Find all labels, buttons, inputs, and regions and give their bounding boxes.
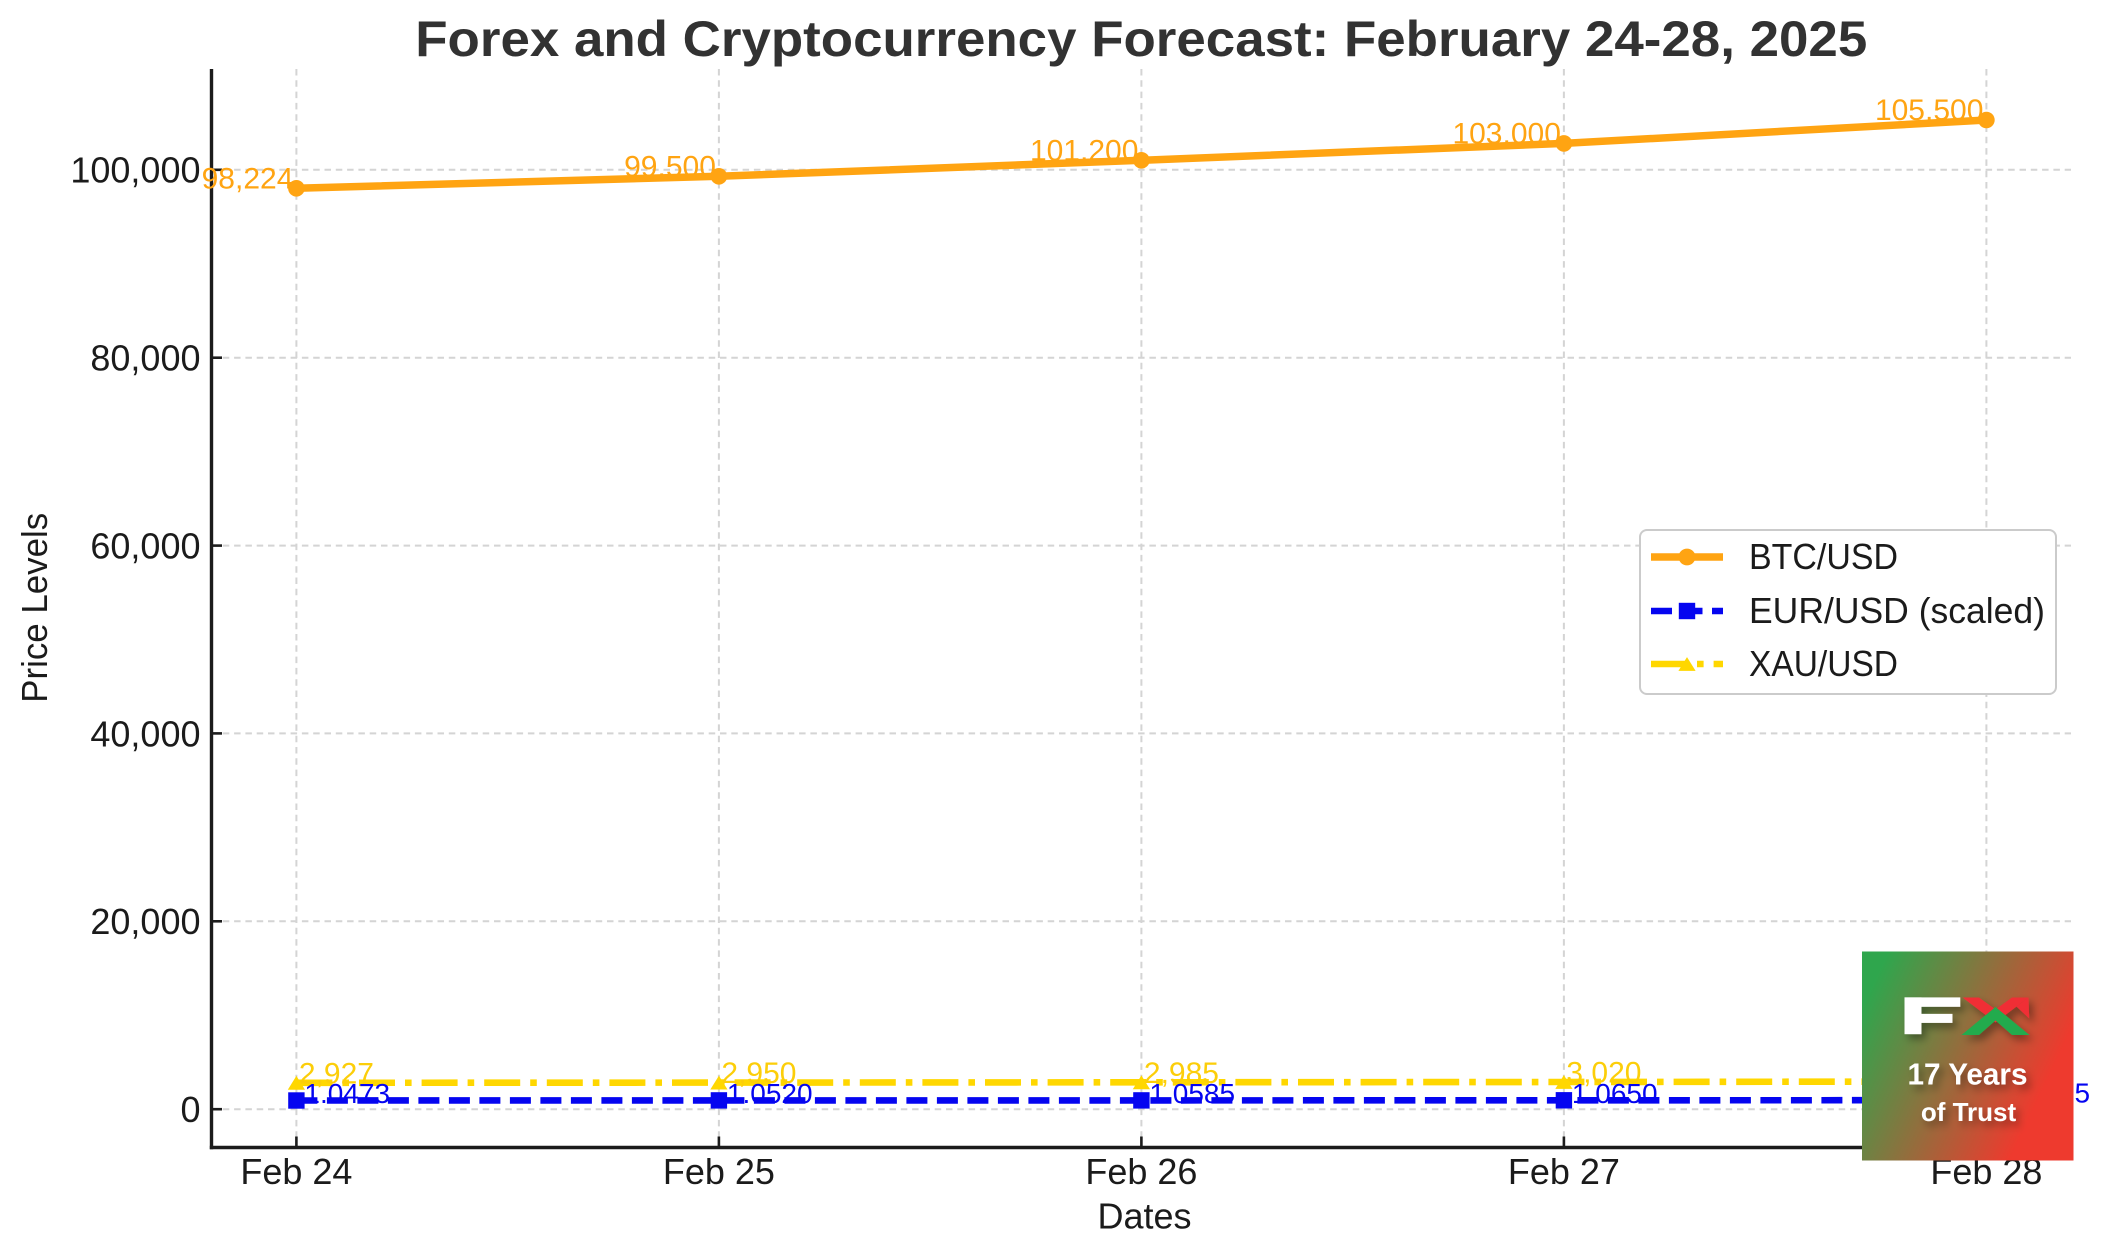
svg-text:20,000: 20,000 [90,901,200,942]
svg-text:80,000: 80,000 [90,338,200,379]
svg-text:60,000: 60,000 [90,526,200,567]
svg-text:100,000: 100,000 [70,150,200,191]
svg-text:of Trust: of Trust [1921,1097,2017,1127]
svg-text:0: 0 [180,1089,200,1130]
svg-text:1.0650: 1.0650 [1572,1078,1658,1109]
svg-text:1.0585: 1.0585 [1149,1078,1235,1109]
svg-text:Price Levels: Price Levels [14,513,55,703]
svg-text:Dates: Dates [1097,1195,1191,1236]
svg-text:Feb 24: Feb 24 [240,1151,352,1192]
svg-text:98,224: 98,224 [202,162,294,195]
svg-text:2,950: 2,950 [721,1057,796,1090]
svg-text:XAU/USD: XAU/USD [1749,643,1898,684]
svg-text:40,000: 40,000 [90,713,200,754]
svg-text:99,500: 99,500 [624,150,716,183]
svg-text:Feb 27: Feb 27 [1508,1151,1620,1192]
svg-text:Forex and Cryptocurrency Forec: Forex and Cryptocurrency Forecast: Febru… [415,11,1867,67]
svg-text:2,927: 2,927 [299,1057,374,1090]
svg-text:BTC/USD: BTC/USD [1749,536,1898,577]
svg-text:EUR/USD (scaled): EUR/USD (scaled) [1749,590,2045,631]
svg-text:17 Years: 17 Years [1908,1057,2028,1092]
svg-text:1.0473: 1.0473 [304,1078,390,1109]
svg-text:1.0520: 1.0520 [727,1078,813,1109]
svg-text:Feb 25: Feb 25 [663,1151,775,1192]
svg-text:105,500: 105,500 [1875,94,1983,127]
svg-text:3,020: 3,020 [1566,1057,1641,1090]
svg-text:2,985: 2,985 [1144,1057,1219,1090]
svg-text:103,000: 103,000 [1452,117,1560,150]
svg-text:101,200: 101,200 [1030,134,1138,167]
svg-text:Feb 26: Feb 26 [1085,1151,1197,1192]
